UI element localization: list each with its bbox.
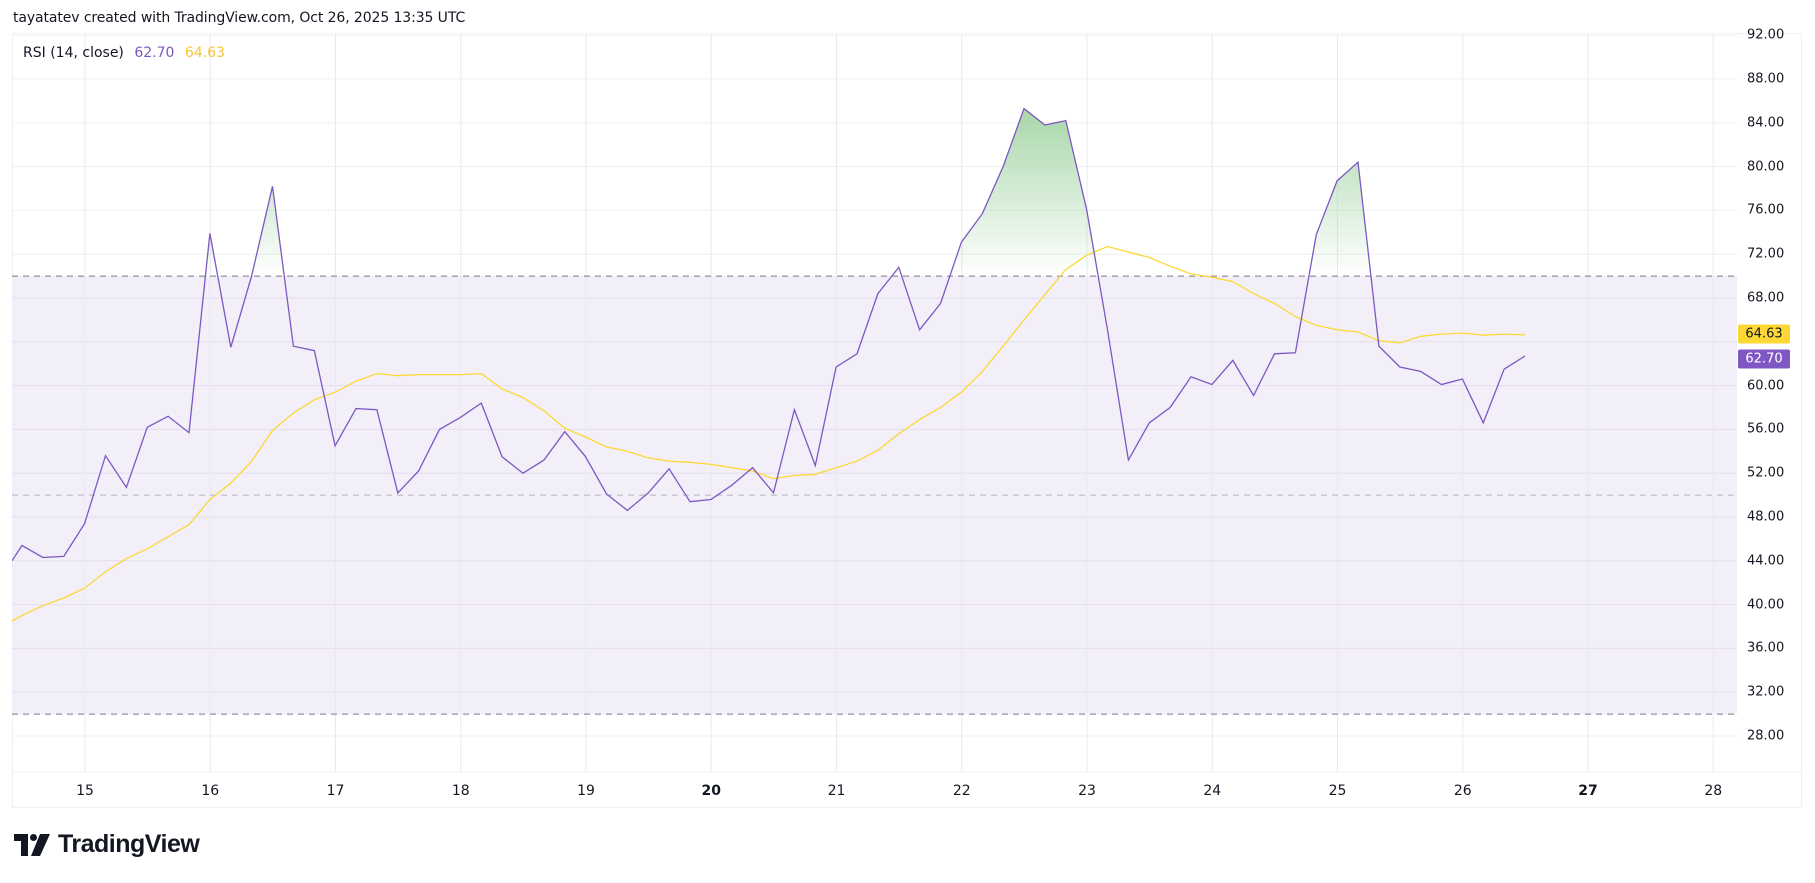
time-axis-label: 22 [952, 783, 971, 799]
price-axis-label: 56.00 [1747, 421, 1785, 437]
rsi-line [12, 107, 1526, 562]
rsi-level-lines [12, 275, 1737, 715]
time-axis-label: 25 [1328, 783, 1347, 799]
price-axis-label: 88.00 [1747, 71, 1785, 87]
price-axis-label: 60.00 [1747, 378, 1785, 394]
overbought-fill [205, 108, 1371, 276]
price-axis-label: 72.00 [1747, 246, 1785, 262]
tradingview-wordmark: TradingView [58, 830, 200, 858]
price-axis-label: 48.00 [1747, 509, 1785, 525]
price-axis-label: 52.00 [1747, 465, 1785, 481]
vertical-gridlines [12, 34, 1737, 772]
time-axis-label: 27 [1578, 783, 1598, 799]
rsi-price-badge: 62.70 [1738, 349, 1790, 369]
time-axis-label: 16 [201, 783, 220, 799]
time-axis-label: 24 [1203, 783, 1222, 799]
price-axis-label: 76.00 [1747, 202, 1785, 218]
price-axis-label: 92.00 [1747, 27, 1785, 43]
price-axis-label: 68.00 [1747, 290, 1785, 306]
time-axis-label: 19 [577, 783, 595, 799]
tradingview-logo-icon [14, 833, 50, 856]
tradingview-logo[interactable]: TradingView [14, 830, 200, 859]
time-axis-label: 26 [1453, 783, 1472, 799]
price-axis-label: 28.00 [1747, 728, 1785, 744]
price-axis-label: 84.00 [1747, 115, 1785, 131]
time-axis-label: 15 [76, 783, 94, 799]
price-axis-label: 32.00 [1747, 684, 1785, 700]
indicator-name: RSI (14, close) [23, 45, 124, 61]
rsi-ma-price-badge: 64.63 [1738, 324, 1790, 344]
price-axis-label: 36.00 [1747, 640, 1785, 656]
price-axis-label: 44.00 [1747, 553, 1785, 569]
rsi-value: 62.70 [134, 45, 175, 61]
time-axis-label: 20 [701, 783, 721, 799]
rsi-ma-line [12, 245, 1526, 622]
time-axis-label: 17 [326, 783, 345, 799]
time-axis-label: 21 [827, 783, 846, 799]
time-axis-label: 23 [1078, 783, 1096, 799]
price-axis-label: 80.00 [1747, 159, 1785, 175]
chart-credit: tayatatev created with TradingView.com, … [13, 10, 466, 26]
time-axis-label: 18 [451, 783, 470, 799]
price-axis-label: 40.00 [1747, 597, 1785, 613]
time-axis-label: 28 [1704, 783, 1723, 799]
rsi-ma-value: 64.63 [184, 45, 225, 61]
indicator-legend[interactable]: RSI (14, close) 62.70 64.63 [23, 45, 225, 61]
